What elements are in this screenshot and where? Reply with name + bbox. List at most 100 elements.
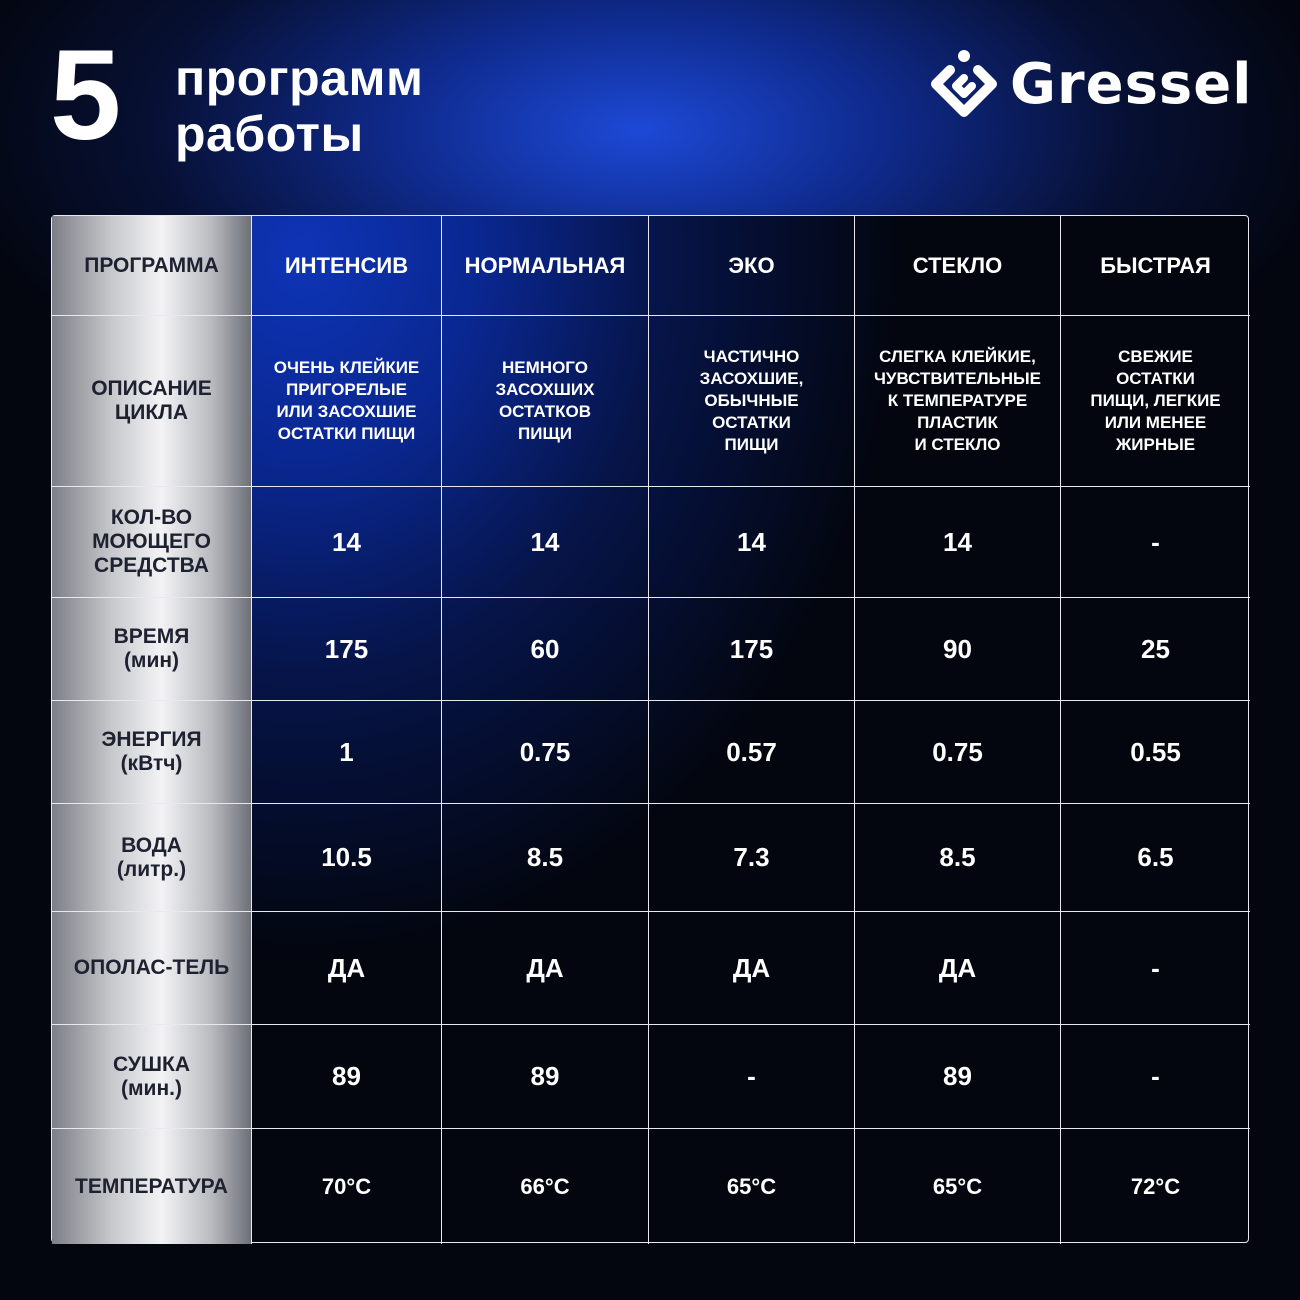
table-cell: 6.5 bbox=[1061, 804, 1250, 912]
brand-logo: Gressel bbox=[928, 48, 1252, 120]
program-header-text: ЭКО bbox=[728, 252, 775, 278]
table-cell: - bbox=[1061, 1025, 1250, 1129]
table-cell: 1 bbox=[252, 701, 442, 804]
table-cell: 0.55 bbox=[1061, 701, 1250, 804]
row-label-text: СУШКА (мин.) bbox=[112, 1052, 191, 1100]
table-cell: 66°C bbox=[442, 1129, 649, 1244]
table-cell: 25 bbox=[1061, 598, 1250, 701]
title-line-2: работы bbox=[175, 106, 364, 162]
table-cell-text: 14 bbox=[332, 526, 361, 557]
row-label: ЭНЕРГИЯ (кВтч) bbox=[52, 701, 252, 804]
table-cell-text: ДА bbox=[526, 952, 564, 983]
program-count: 5 bbox=[50, 24, 122, 167]
table-cell-text: ДА bbox=[938, 952, 977, 983]
row-label-text: ТЕМПЕРАТУРА bbox=[75, 1174, 228, 1198]
table-cell-text: СЛЕГКА КЛЕЙКИЕ, ЧУВСТВИТЕЛЬНЫЕ К ТЕМПЕРА… bbox=[873, 347, 1041, 454]
table-cell-text: 65°C bbox=[726, 1173, 777, 1199]
gressel-logo-icon bbox=[931, 50, 997, 117]
table-cell: 8.5 bbox=[442, 804, 649, 912]
row-label: КОЛ-ВО МОЮЩЕГО СРЕДСТВА bbox=[52, 487, 252, 598]
row-label-text: ЭНЕРГИЯ (кВтч) bbox=[101, 728, 202, 775]
table-cell: ДА bbox=[649, 912, 855, 1025]
table-cell: 0.57 bbox=[649, 701, 855, 804]
table-cell-text: 0.57 bbox=[726, 736, 777, 767]
page-title: программ работы bbox=[175, 50, 423, 162]
table-cell: СЛЕГКА КЛЕЙКИЕ, ЧУВСТВИТЕЛЬНЫЕ К ТЕМПЕРА… bbox=[855, 316, 1061, 487]
table-cell: 65°C bbox=[855, 1129, 1061, 1244]
row-label-text: ОПОЛАС-ТЕЛЬ bbox=[73, 956, 230, 979]
program-header-text: БЫСТРАЯ bbox=[1100, 252, 1211, 278]
table-cell: 72°C bbox=[1061, 1129, 1250, 1244]
table-cell-text: 14 bbox=[943, 526, 972, 557]
table-cell: ДА bbox=[252, 912, 442, 1025]
table-cell: 175 bbox=[252, 598, 442, 701]
table-cell: ЧАСТИЧНО ЗАСОХШИЕ, ОБЫЧНЫЕ ОСТАТКИ ПИЩИ bbox=[649, 316, 855, 487]
table-cell-text: НЕМНОГО ЗАСОХШИХ ОСТАТКОВ ПИЩИ bbox=[495, 358, 595, 443]
table-cell-text: 1 bbox=[339, 736, 354, 767]
row-label: ОПИСАНИЕ ЦИКЛА bbox=[52, 316, 252, 487]
table-cell: 14 bbox=[855, 487, 1061, 598]
table-cell-text: 60 bbox=[530, 633, 560, 664]
table-cell: 70°C bbox=[252, 1129, 442, 1244]
table-cell: 65°C bbox=[649, 1129, 855, 1244]
program-header-text: НОРМАЛЬНАЯ bbox=[464, 252, 626, 278]
table-cell-text: 65°C bbox=[932, 1173, 983, 1199]
title-line-1: программ bbox=[175, 50, 424, 106]
row-label: ОПОЛАС-ТЕЛЬ bbox=[52, 912, 252, 1025]
program-header: НОРМАЛЬНАЯ bbox=[442, 216, 649, 316]
table-cell: 14 bbox=[649, 487, 855, 598]
table-cell-text: 89 bbox=[332, 1061, 361, 1091]
row-label: ВРЕМЯ (мин) bbox=[52, 598, 252, 701]
table-cell-text: 8.5 bbox=[526, 842, 564, 872]
table-cell-text: ОЧЕНЬ КЛЕЙКИЕ ПРИГОРЕЛЫЕ ИЛИ ЗАСОХШИЕ ОС… bbox=[273, 358, 420, 443]
table-cell: 89 bbox=[442, 1025, 649, 1129]
table-cell-text: 89 bbox=[943, 1061, 972, 1091]
table-cell-text: - bbox=[1151, 526, 1160, 557]
table-cell: 10.5 bbox=[252, 804, 442, 912]
table-cell: - bbox=[1061, 912, 1250, 1025]
programs-table: ПРОГРАММА ИНТЕНСИВ НОРМАЛЬНАЯ ЭКО СТЕКЛО БЫСТ… bbox=[51, 215, 1250, 1244]
row-label: СУШКА (мин.) bbox=[52, 1025, 252, 1129]
row-label-text: ВРЕМЯ (мин) bbox=[113, 625, 190, 672]
table-cell-text: 0.55 bbox=[1130, 736, 1181, 767]
program-header: БЫСТРАЯ bbox=[1061, 216, 1250, 316]
table-cell: 0.75 bbox=[442, 701, 649, 804]
brand-name: Gressel bbox=[1010, 51, 1253, 117]
table-cell: - bbox=[1061, 487, 1250, 598]
table-cell: 7.3 bbox=[649, 804, 855, 912]
table-cell-text: 14 bbox=[737, 526, 766, 557]
table-cell: СВЕЖИЕ ОСТАТКИ ПИЩИ, ЛЕГКИЕ ИЛИ МЕНЕЕ ЖИ… bbox=[1061, 316, 1250, 487]
table-cell-text: 70°C bbox=[321, 1173, 372, 1199]
table-cell-text: 10.5 bbox=[321, 842, 372, 872]
program-header: ЭКО bbox=[649, 216, 855, 316]
corner-header: ПРОГРАММА bbox=[52, 216, 252, 316]
table-cell-text: 0.75 bbox=[519, 736, 571, 767]
table-cell-text: 6.5 bbox=[1137, 842, 1174, 872]
table-cell: 0.75 bbox=[855, 701, 1061, 804]
table-cell-text: 7.3 bbox=[733, 842, 770, 872]
table-cell-text: ДА bbox=[327, 952, 366, 983]
row-label: ВОДА (литр.) bbox=[52, 804, 252, 912]
program-header: СТЕКЛО bbox=[855, 216, 1061, 316]
table-cell: 89 bbox=[252, 1025, 442, 1129]
table-cell-text: 25 bbox=[1141, 633, 1170, 664]
row-label-text: КОЛ-ВО МОЮЩЕГО СРЕДСТВА bbox=[92, 506, 211, 577]
table-cell: 14 bbox=[252, 487, 442, 598]
row-label-text: ОПИСАНИЕ ЦИКЛА bbox=[91, 377, 212, 424]
table-cell-text: 66°C bbox=[520, 1173, 570, 1199]
table-cell-text: 89 bbox=[530, 1061, 560, 1091]
table-cell: 60 bbox=[442, 598, 649, 701]
table-cell: - bbox=[649, 1025, 855, 1129]
table-cell-text: СВЕЖИЕ ОСТАТКИ ПИЩИ, ЛЕГКИЕ ИЛИ МЕНЕЕ ЖИ… bbox=[1090, 347, 1221, 454]
row-label: ТЕМПЕРАТУРА bbox=[52, 1129, 252, 1244]
table-cell: 8.5 bbox=[855, 804, 1061, 912]
table-cell-text: - bbox=[747, 1061, 756, 1091]
program-header-text: ИНТЕНСИВ bbox=[284, 252, 409, 278]
corner-header-text: ПРОГРАММА bbox=[84, 253, 219, 277]
program-header-text: СТЕКЛО bbox=[912, 252, 1003, 278]
table-cell-text: - bbox=[1151, 1061, 1160, 1091]
table-cell: ДА bbox=[855, 912, 1061, 1025]
table-cell: 89 bbox=[855, 1025, 1061, 1129]
table-cell: ОЧЕНЬ КЛЕЙКИЕ ПРИГОРЕЛЫЕ ИЛИ ЗАСОХШИЕ ОС… bbox=[252, 316, 442, 487]
table-cell-text: 175 bbox=[324, 633, 369, 664]
